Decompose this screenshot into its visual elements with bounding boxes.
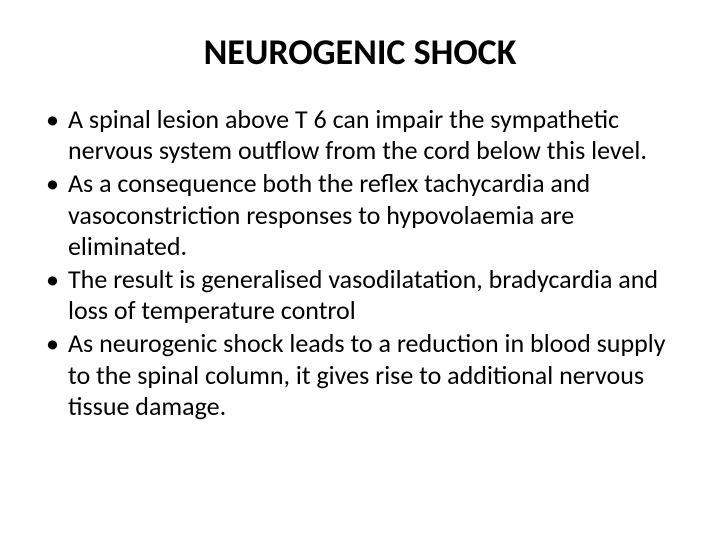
list-item: A spinal lesion above T 6 can impair the… <box>40 104 680 166</box>
slide-title: NEUROGENIC SHOCK <box>40 30 680 74</box>
list-item: The result is generalised vasodilatation… <box>40 264 680 326</box>
slide-container: NEUROGENIC SHOCK A spinal lesion above T… <box>0 0 720 540</box>
list-item: As a consequence both the reflex tachyca… <box>40 168 680 262</box>
list-item: As neurogenic shock leads to a reduction… <box>40 328 680 422</box>
bullet-list: A spinal lesion above T 6 can impair the… <box>40 104 680 422</box>
